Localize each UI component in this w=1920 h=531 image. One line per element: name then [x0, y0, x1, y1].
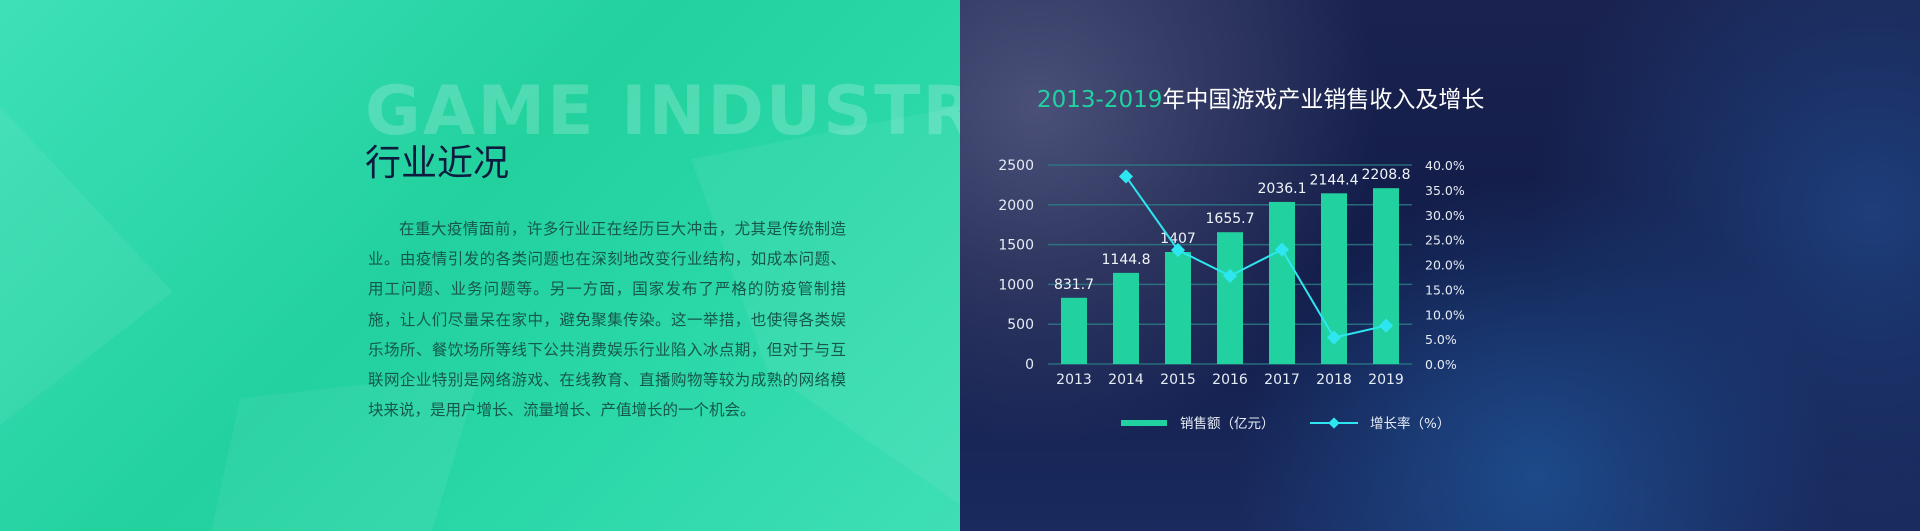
x-tick-label: 2013 — [1056, 372, 1092, 388]
y-left-tick-label: 0 — [1025, 357, 1034, 373]
y-left-tick-label: 2000 — [998, 198, 1034, 214]
chart-title-text: 年中国游戏产业销售收入及增长 — [1162, 87, 1485, 113]
bar-data-label: 1144.8 — [1102, 252, 1151, 268]
bar-data-label: 2208.8 — [1362, 167, 1411, 183]
growth-line — [1125, 175, 1387, 339]
chart-title: 2013-2019年中国游戏产业销售收入及增长 — [1037, 80, 1484, 114]
legend-line-marker — [1328, 417, 1340, 429]
bar-data-label: 2144.4 — [1310, 172, 1359, 188]
y-right-tick-label: 10.0% — [1425, 307, 1465, 322]
x-tick-label: 2014 — [1108, 372, 1144, 388]
y-right-tick-label: 15.0% — [1425, 282, 1465, 297]
line-marker — [1170, 243, 1186, 258]
right-panel — [960, 0, 1920, 531]
bar — [1113, 272, 1139, 364]
x-tick-label: 2019 — [1368, 372, 1404, 388]
y-right-tick-label: 40.0% — [1425, 158, 1465, 173]
bar-data-label: 1655.7 — [1206, 211, 1255, 227]
bg-polygon — [211, 371, 480, 531]
y-right-tick-label: 5.0% — [1425, 332, 1457, 347]
line-marker — [1326, 330, 1342, 345]
chart-title-years: 2013-2019 — [1037, 87, 1163, 113]
legend-label: 销售额（亿元） — [1180, 416, 1275, 432]
bar — [1373, 188, 1399, 364]
bar — [1217, 232, 1243, 364]
y-left-tick-label: 1000 — [998, 277, 1034, 293]
y-right-tick-label: 0.0% — [1425, 357, 1457, 372]
bar — [1269, 201, 1295, 364]
watermark-text: GAME INDUSTRY — [365, 72, 960, 151]
x-tick-label: 2015 — [1160, 372, 1196, 388]
legend-label: 增长率（%） — [1370, 415, 1450, 432]
y-right-tick-label: 20.0% — [1425, 258, 1465, 273]
section-title: 行业近况 — [365, 143, 510, 184]
bar-data-label: 831.7 — [1054, 277, 1094, 293]
left-panel: GAME INDUSTRY 行业近况 在重大疫情面前，许多行业正在经历巨大冲击，… — [0, 0, 960, 531]
bar-data-label: 1407 — [1160, 231, 1196, 247]
y-right-tick-label: 35.0% — [1425, 183, 1465, 198]
y-left-tick-label: 500 — [1007, 317, 1034, 333]
line-marker — [1118, 169, 1134, 184]
y-right-tick-label: 25.0% — [1425, 233, 1465, 248]
x-tick-label: 2018 — [1316, 372, 1352, 388]
legend-bar-swatch — [1121, 420, 1167, 426]
line-marker — [1222, 268, 1238, 284]
body-paragraph: 在重大疫情面前，许多行业正在经历巨大冲击，尤其是传统制造业。由疫情引发的各类问题… — [368, 220, 846, 420]
bar-data-label: 2036.1 — [1258, 181, 1307, 197]
x-tick-label: 2017 — [1264, 372, 1300, 388]
y-left-tick-label: 1500 — [998, 238, 1034, 254]
bar — [1165, 252, 1191, 364]
line-marker — [1378, 318, 1394, 333]
bar — [1061, 297, 1087, 364]
x-tick-label: 2016 — [1212, 372, 1248, 388]
y-right-tick-label: 30.0% — [1425, 208, 1465, 223]
line-marker — [1274, 242, 1290, 257]
y-left-tick-label: 2500 — [998, 158, 1034, 174]
